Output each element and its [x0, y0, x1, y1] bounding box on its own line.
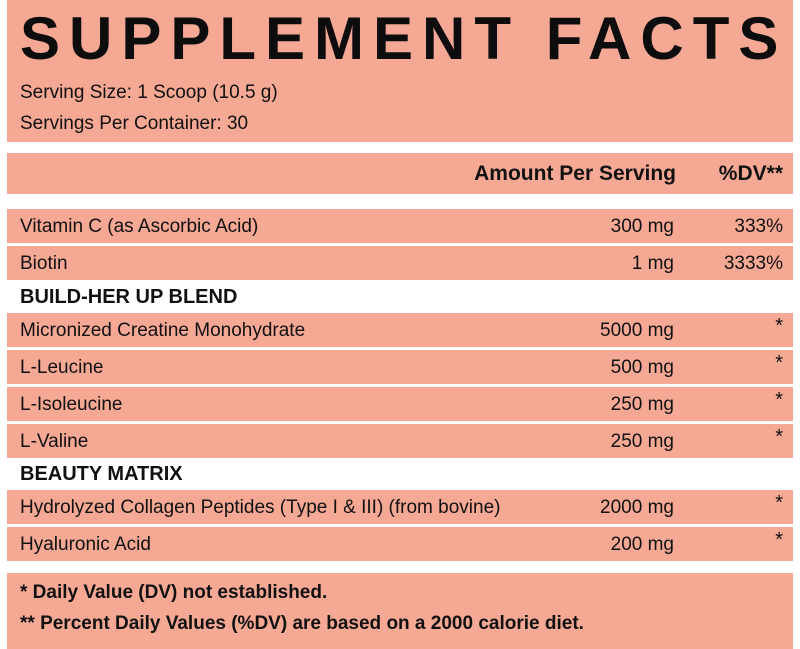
blend-heading: BEAUTY MATRIX — [20, 463, 183, 485]
ingredient-name: L-Leucine — [20, 357, 104, 378]
footnote-panel: * Daily Value (DV) not established. ** P… — [7, 573, 793, 649]
ingredient-dv: * — [775, 389, 783, 411]
ingredient-amount: 250 mg — [610, 394, 674, 415]
nutrient-amount: 1 mg — [631, 253, 674, 274]
servings-per-container: Servings Per Container: 30 — [20, 113, 249, 134]
nutrient-row: Biotin 1 mg 3333% — [7, 246, 793, 280]
ingredient-row: L-Leucine 500 mg * — [7, 350, 793, 384]
nutrient-name: Vitamin C (as Ascorbic Acid) — [20, 216, 259, 237]
ingredient-dv: * — [775, 492, 783, 514]
ingredient-amount: 200 mg — [610, 534, 674, 555]
footnote-percent-dv: ** Percent Daily Values (%DV) are based … — [20, 613, 584, 634]
ingredient-amount: 250 mg — [610, 431, 674, 452]
blend-heading: BUILD-HER UP BLEND — [20, 286, 238, 308]
ingredient-dv: * — [775, 529, 783, 551]
ingredient-dv: * — [775, 426, 783, 448]
ingredient-row: Hydrolyzed Collagen Peptides (Type I & I… — [7, 490, 793, 524]
ingredient-dv: * — [775, 315, 783, 337]
amount-column-header: Amount Per Serving — [474, 162, 676, 185]
ingredient-name: Hyaluronic Acid — [20, 534, 151, 555]
ingredient-amount: 500 mg — [610, 357, 674, 378]
dv-column-header: %DV** — [718, 162, 783, 185]
ingredient-name: L-Isoleucine — [20, 394, 123, 415]
nutrient-row: Vitamin C (as Ascorbic Acid) 300 mg 333% — [7, 209, 793, 243]
ingredient-row: Micronized Creatine Monohydrate 5000 mg … — [7, 313, 793, 347]
ingredient-row: Hyaluronic Acid 200 mg * — [7, 527, 793, 561]
nutrient-amount: 300 mg — [610, 216, 674, 237]
title-panel: SUPPLEMENT FACTS Serving Size: 1 Scoop (… — [7, 0, 793, 142]
ingredient-name: Micronized Creatine Monohydrate — [20, 320, 306, 341]
ingredient-amount: 2000 mg — [600, 497, 674, 518]
ingredient-row: L-Isoleucine 250 mg * — [7, 387, 793, 421]
ingredient-name: L-Valine — [20, 431, 89, 452]
serving-size: Serving Size: 1 Scoop (10.5 g) — [20, 82, 278, 103]
label-title: SUPPLEMENT FACTS — [20, 5, 788, 72]
nutrient-name: Biotin — [20, 253, 68, 274]
footnote-dv: * Daily Value (DV) not established. — [20, 582, 328, 603]
nutrient-dv: 3333% — [723, 253, 783, 274]
ingredient-amount: 5000 mg — [600, 320, 674, 341]
nutrient-dv: 333% — [734, 216, 783, 237]
column-header-row: Amount Per Serving %DV** — [7, 153, 793, 194]
ingredient-row: L-Valine 250 mg * — [7, 424, 793, 458]
ingredient-dv: * — [775, 352, 783, 374]
ingredient-name: Hydrolyzed Collagen Peptides (Type I & I… — [20, 497, 501, 518]
